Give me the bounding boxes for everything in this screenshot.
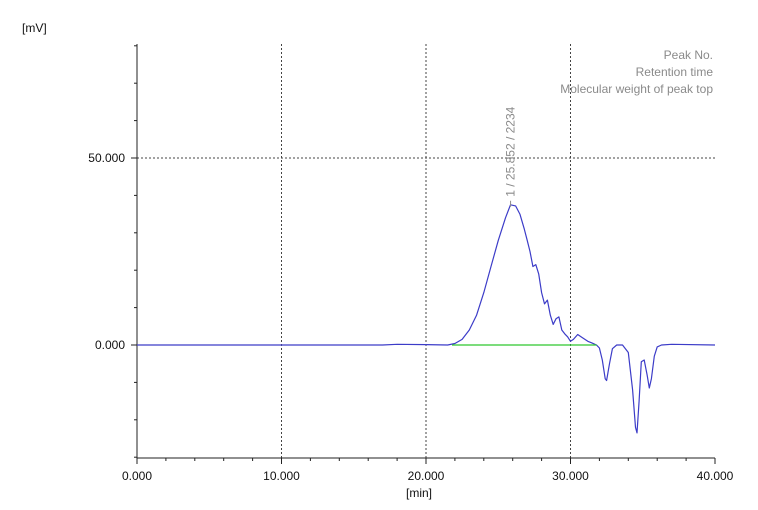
legend-entry-molecular-weight: Molecular weight of peak top bbox=[560, 82, 713, 96]
x-tick-label: 40.000 bbox=[697, 469, 734, 483]
x-axis-label: [min] bbox=[406, 486, 432, 500]
chromatogram-trace bbox=[137, 204, 716, 434]
legend-entry-retention-time: Retention time bbox=[636, 65, 714, 79]
y-axis-label: [mV] bbox=[22, 21, 47, 35]
grid-lines bbox=[137, 44, 715, 458]
y-tick-label: 0.000 bbox=[95, 338, 125, 352]
x-tick-label: 20.000 bbox=[408, 469, 445, 483]
legend-entry-peak-no: Peak No. bbox=[664, 48, 713, 62]
peak-annotation-label: 1 / 25.852 / 2234 bbox=[504, 106, 518, 196]
x-tick-label: 10.000 bbox=[263, 469, 300, 483]
series-layer bbox=[137, 200, 716, 434]
x-tick-label: 0.000 bbox=[122, 469, 152, 483]
axes bbox=[131, 44, 716, 464]
x-tick-label: 30.000 bbox=[552, 469, 589, 483]
y-tick-label: 50.000 bbox=[88, 151, 125, 165]
tick-labels: 0.000 10.000 20.000 30.000 40.000 0.000 50.000 bbox=[88, 151, 733, 483]
